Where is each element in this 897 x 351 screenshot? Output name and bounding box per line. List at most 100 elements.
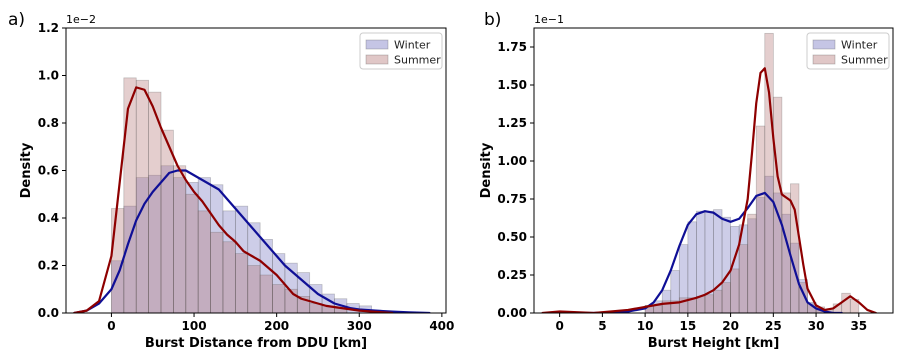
winter-kde-line (549, 191, 843, 313)
winter-kde-line (73, 169, 431, 313)
winter-histogram-bar (284, 262, 298, 313)
panel-tag: a) (8, 10, 25, 30)
y-tick-label: 0.75 (497, 192, 527, 206)
plot-area (541, 32, 878, 313)
y-offset-label: 1e−2 (66, 13, 96, 26)
summer-histogram-bar (185, 193, 199, 313)
winter-histogram-bar (309, 284, 323, 313)
summer-kde-line (73, 86, 394, 313)
y-tick-label: 0.6 (38, 164, 59, 178)
y-tick-label: 0.00 (497, 306, 527, 320)
summer-kde-line (541, 67, 878, 313)
summer-histogram-bar (222, 241, 236, 313)
x-tick-label: 30 (808, 319, 825, 333)
summer-legend-swatch (812, 54, 836, 65)
x-tick-label: 100 (182, 319, 207, 333)
summer-histogram-bar (259, 274, 273, 313)
winter-histogram-bar (713, 209, 723, 313)
summer-legend-label: Summer (394, 54, 441, 67)
x-axis-label: Burst Distance from DDU [km] (145, 336, 367, 351)
axes-frame (533, 27, 894, 314)
winter-histogram-bar (296, 272, 311, 313)
summer-histogram-bar (160, 129, 174, 313)
y-tick-label: 0.2 (38, 259, 59, 273)
x-tick-label: 20 (722, 319, 739, 333)
y-tick-label: 0.8 (38, 116, 59, 130)
summer-histogram-bar (173, 165, 187, 313)
x-tick-label: 25 (765, 319, 782, 333)
winter-histogram-bar (197, 177, 211, 313)
winter-histogram-bar (764, 175, 774, 313)
summer-legend-label: Summer (841, 54, 888, 67)
summer-histogram-bar (653, 305, 663, 313)
panel-b: 0 5 10 15 20 25 30 35 0.00 0.25 0.50 0.75 1.00 1.25 1.… (479, 10, 894, 351)
x-tick-label: 15 (680, 319, 697, 333)
summer-histogram-bar (696, 295, 706, 313)
y-tick-label: 1.00 (497, 154, 527, 168)
winter-legend-label: Winter (841, 39, 878, 52)
y-axis-label: Density (479, 142, 494, 198)
x-tick-label: 200 (264, 319, 289, 333)
winter-histogram-bar (160, 165, 174, 313)
summer-histogram-bar (148, 91, 162, 313)
winter-histogram-bar (135, 177, 149, 313)
plot-area (73, 77, 431, 313)
y-tick-label: 1.2 (38, 21, 59, 35)
y-tick-label: 0.0 (38, 306, 59, 320)
summer-histogram-bar (721, 282, 731, 313)
x-tick-label: 300 (347, 319, 372, 333)
winter-legend-swatch (365, 39, 389, 50)
summer-histogram-bar (197, 210, 211, 313)
panel-a: 0 100 200 300 400 0.0 0.2 0.4 0.6 0.8 1.0 1.2 1e−2 Bu… (8, 10, 454, 351)
winter-histogram-bar (173, 177, 187, 313)
x-tick-label: 5 (598, 319, 606, 333)
winter-histogram-bar (687, 221, 697, 313)
y-tick-label: 1.25 (497, 116, 527, 130)
winter-histogram-bar (185, 182, 199, 313)
x-tick-label: 400 (429, 319, 454, 333)
y-tick-label: 0.50 (497, 230, 527, 244)
legend: Winter Summer (359, 32, 443, 70)
winter-histogram-bar (234, 205, 249, 313)
summer-histogram-bar (135, 79, 149, 313)
summer-histogram-bar (123, 77, 137, 313)
x-tick-label: 10 (637, 319, 654, 333)
summer-histogram-bar (730, 268, 740, 313)
summer-histogram-bar (738, 244, 749, 313)
winter-histogram-bar (790, 242, 800, 313)
winter-histogram-bar (670, 270, 680, 313)
summer-histogram-bar (798, 282, 808, 313)
panel-tag: b) (484, 10, 501, 30)
summer-histogram-bar (747, 213, 757, 313)
winter-histogram-bar (696, 210, 706, 313)
legend-frame (806, 32, 890, 70)
winter-histogram-bar (772, 192, 783, 313)
winter-legend-label: Winter (394, 39, 431, 52)
y-tick-label: 0.25 (497, 268, 527, 282)
summer-histogram-bar (272, 284, 286, 313)
summer-histogram-bar (790, 183, 800, 313)
summer-histogram-bar (210, 231, 224, 313)
winter-histogram-bar (721, 216, 731, 313)
x-tick-label: 35 (850, 319, 867, 333)
y-tick-label: 1.50 (497, 78, 527, 92)
legend: Winter Summer (806, 32, 890, 70)
x-axis-label: Burst Height [km] (648, 336, 780, 351)
summer-histogram-bar (713, 289, 723, 313)
x-tick-label: 0 (555, 319, 563, 333)
y-tick-label: 0.4 (38, 211, 59, 225)
x-tick-label: 0 (107, 319, 115, 333)
winter-histogram-bar (247, 222, 261, 313)
summer-histogram-bar (755, 125, 766, 313)
summer-histogram-bar (247, 265, 261, 313)
winter-legend-swatch (812, 39, 836, 50)
winter-histogram-bar (661, 289, 672, 313)
winter-histogram-bar (259, 239, 273, 313)
summer-histogram-bar (234, 253, 249, 313)
legend-frame (359, 32, 443, 70)
summer-legend-swatch (365, 54, 389, 65)
winter-histogram-bar (222, 210, 236, 313)
winter-histogram-bar (148, 174, 162, 313)
y-offset-label: 1e−1 (534, 13, 564, 26)
